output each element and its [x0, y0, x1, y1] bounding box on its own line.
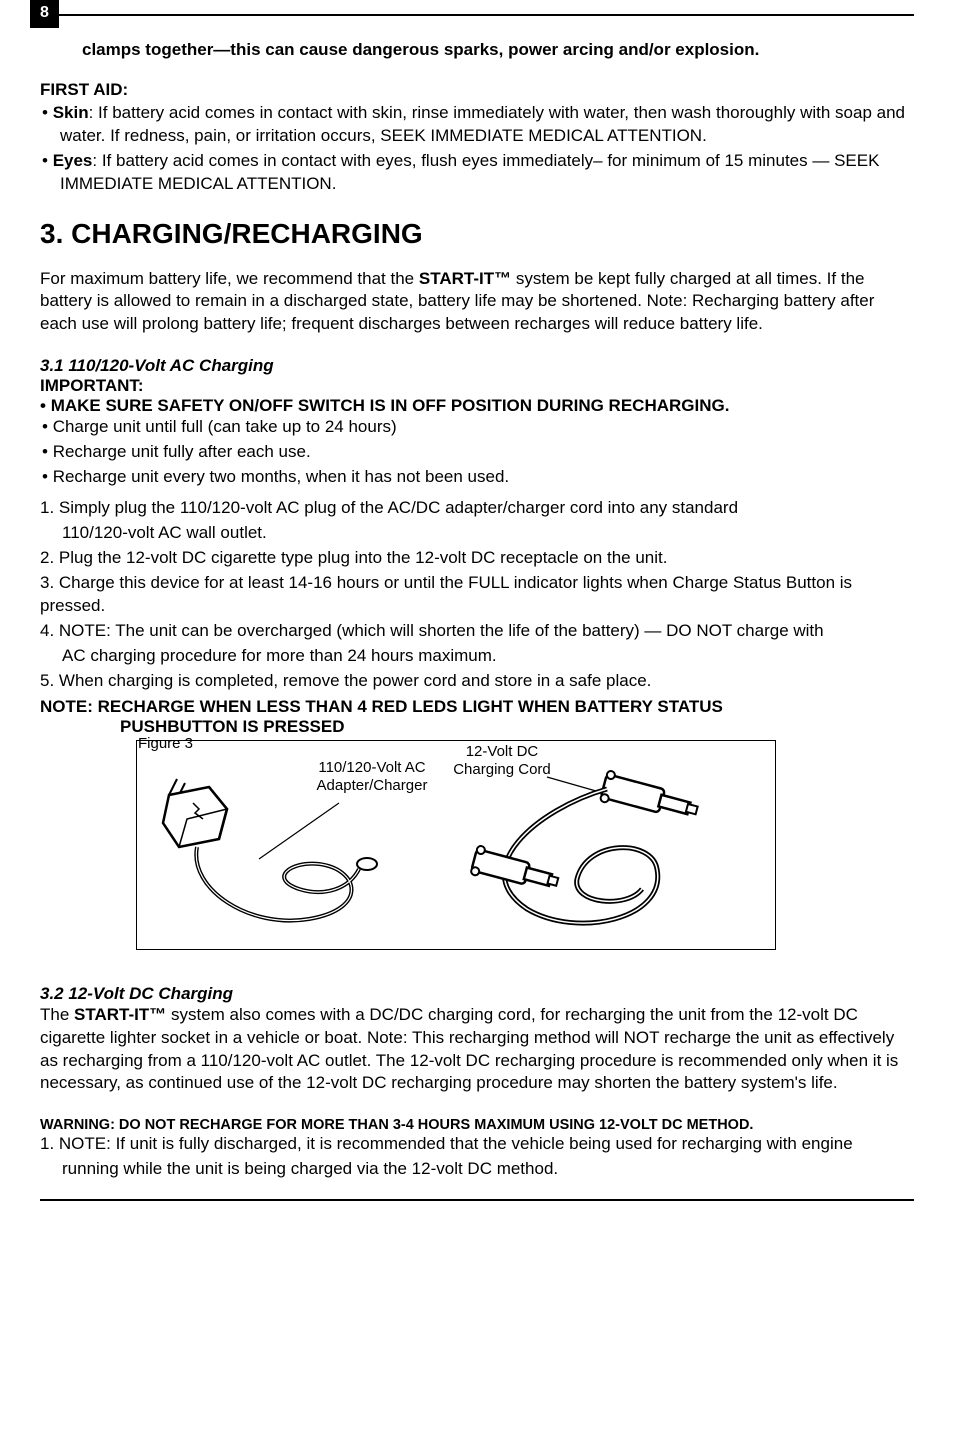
- left-caption-l1: 110/120-Volt AC: [318, 759, 425, 776]
- first-aid-eyes: Eyes: If battery acid comes in contact w…: [42, 150, 914, 196]
- skin-text: : If battery acid comes in contact with …: [60, 103, 905, 145]
- bottom-rule: [40, 1199, 914, 1201]
- eyes-label: Eyes: [53, 151, 93, 170]
- right-caption-l2: Charging Cord: [453, 761, 551, 778]
- step-1a: 1. Simply plug the 110/120-volt AC plug …: [40, 497, 914, 520]
- sec31-important: IMPORTANT:: [40, 376, 914, 396]
- section-3-intro: For maximum battery life, we recommend t…: [40, 268, 914, 337]
- sec32-step-1a: 1. NOTE: If unit is fully discharged, it…: [40, 1133, 914, 1156]
- top-rule: [55, 14, 914, 16]
- sec31-bullet-2: Recharge unit fully after each use.: [42, 441, 914, 464]
- eyes-text: : If battery acid comes in contact with …: [60, 151, 879, 193]
- figure-right-group: 12-Volt DC Charging Cord: [457, 749, 757, 944]
- sec32-warning: WARNING: DO NOT RECHARGE FOR MORE THAN 3…: [40, 1117, 914, 1133]
- sec31-bullets: Charge unit until full (can take up to 2…: [40, 416, 914, 489]
- intro-brand: START-IT™: [419, 269, 511, 288]
- figure-box: 110/120-Volt AC Adapter/Charger: [136, 740, 776, 950]
- sec31-steps: 1. Simply plug the 110/120-volt AC plug …: [40, 497, 914, 693]
- note-label: NOTE:: [40, 697, 98, 716]
- step-3: 3. Charge this device for at least 14-16…: [40, 572, 914, 618]
- sec31-make-sure: MAKE SURE SAFETY ON/OFF SWITCH IS IN OFF…: [51, 396, 730, 415]
- figure-3: Figure 3 110/120-Volt AC Adapter/Charger: [136, 735, 776, 950]
- lede-bold: clamps together—this can cause dangerous…: [40, 38, 914, 62]
- sec31-make-sure-line: • MAKE SURE SAFETY ON/OFF SWITCH IS IN O…: [40, 396, 914, 416]
- intro-pre: For maximum battery life, we recommend t…: [40, 269, 419, 288]
- sec32-post: system also comes with a DC/DC charging …: [40, 1005, 898, 1093]
- left-caption: 110/120-Volt AC Adapter/Charger: [297, 759, 447, 795]
- left-caption-l2: Adapter/Charger: [317, 777, 428, 794]
- first-aid-list: Skin: If battery acid comes in contact w…: [40, 102, 914, 196]
- sec32-brand: START-IT™: [74, 1005, 166, 1024]
- figure-left-group: 110/120-Volt AC Adapter/Charger: [149, 769, 449, 944]
- sec32-step-1b: running while the unit is being charged …: [40, 1158, 914, 1181]
- skin-label: Skin: [53, 103, 89, 122]
- step-4b: AC charging procedure for more than 24 h…: [40, 645, 914, 668]
- sec31-note: NOTE: RECHARGE WHEN LESS THAN 4 RED LEDS…: [40, 697, 914, 737]
- sec32-para: The START-IT™ system also comes with a D…: [40, 1004, 914, 1096]
- note-rest: RECHARGE WHEN LESS THAN 4 RED LEDS LIGHT…: [98, 697, 723, 716]
- first-aid-skin: Skin: If battery acid comes in contact w…: [42, 102, 914, 148]
- sec31-bullet-1: Charge unit until full (can take up to 2…: [42, 416, 914, 439]
- note-line2: PUSHBUTTON IS PRESSED: [40, 717, 914, 737]
- section-3-heading: 3. CHARGING/RECHARGING: [40, 218, 914, 250]
- sec32-steps: 1. NOTE: If unit is fully discharged, it…: [40, 1133, 914, 1181]
- sec32-heading: 3.2 12-Volt DC Charging: [40, 984, 914, 1004]
- step-4a: 4. NOTE: The unit can be overcharged (wh…: [40, 620, 914, 643]
- step-2: 2. Plug the 12-volt DC cigarette type pl…: [40, 547, 914, 570]
- page: 8 clamps together—this can cause dangero…: [0, 0, 954, 1431]
- figure-label: Figure 3: [138, 735, 776, 752]
- step-5: 5. When charging is completed, remove th…: [40, 670, 914, 693]
- sec32-pre: The: [40, 1005, 74, 1024]
- first-aid-heading: FIRST AID:: [40, 80, 914, 100]
- sec31-heading: 3.1 110/120-Volt AC Charging: [40, 356, 914, 376]
- step-1b: 110/120-volt AC wall outlet.: [40, 522, 914, 545]
- content-area: clamps together—this can cause dangerous…: [40, 0, 914, 1201]
- sec31-bullet-3: Recharge unit every two months, when it …: [42, 466, 914, 489]
